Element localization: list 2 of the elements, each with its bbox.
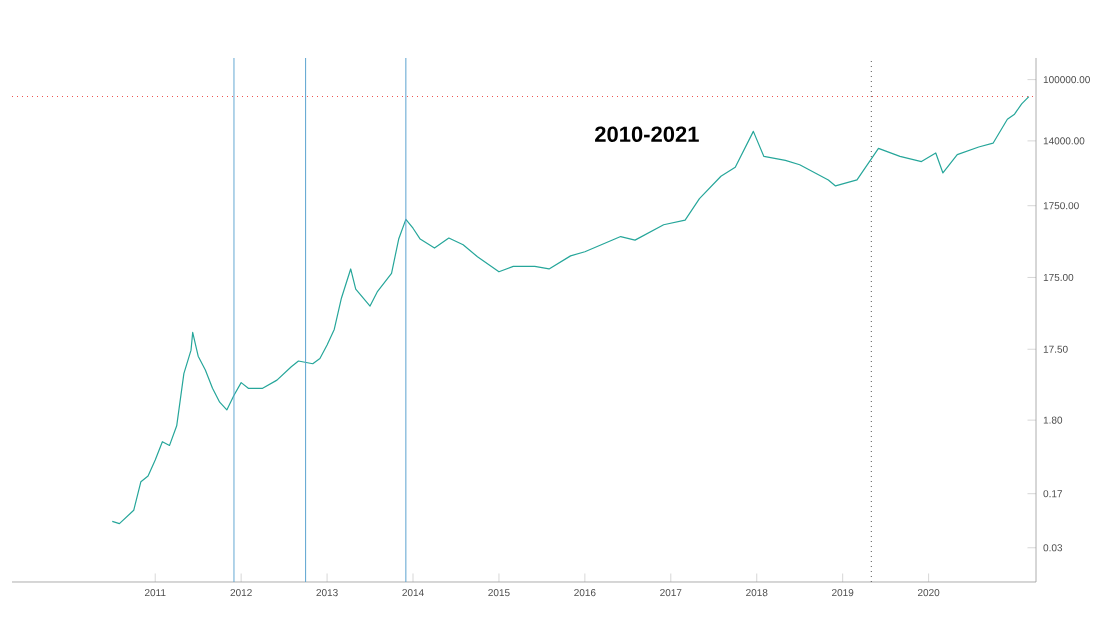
text: 2010-2021	[595, 126, 699, 142]
line-series	[111, 95, 1030, 525]
